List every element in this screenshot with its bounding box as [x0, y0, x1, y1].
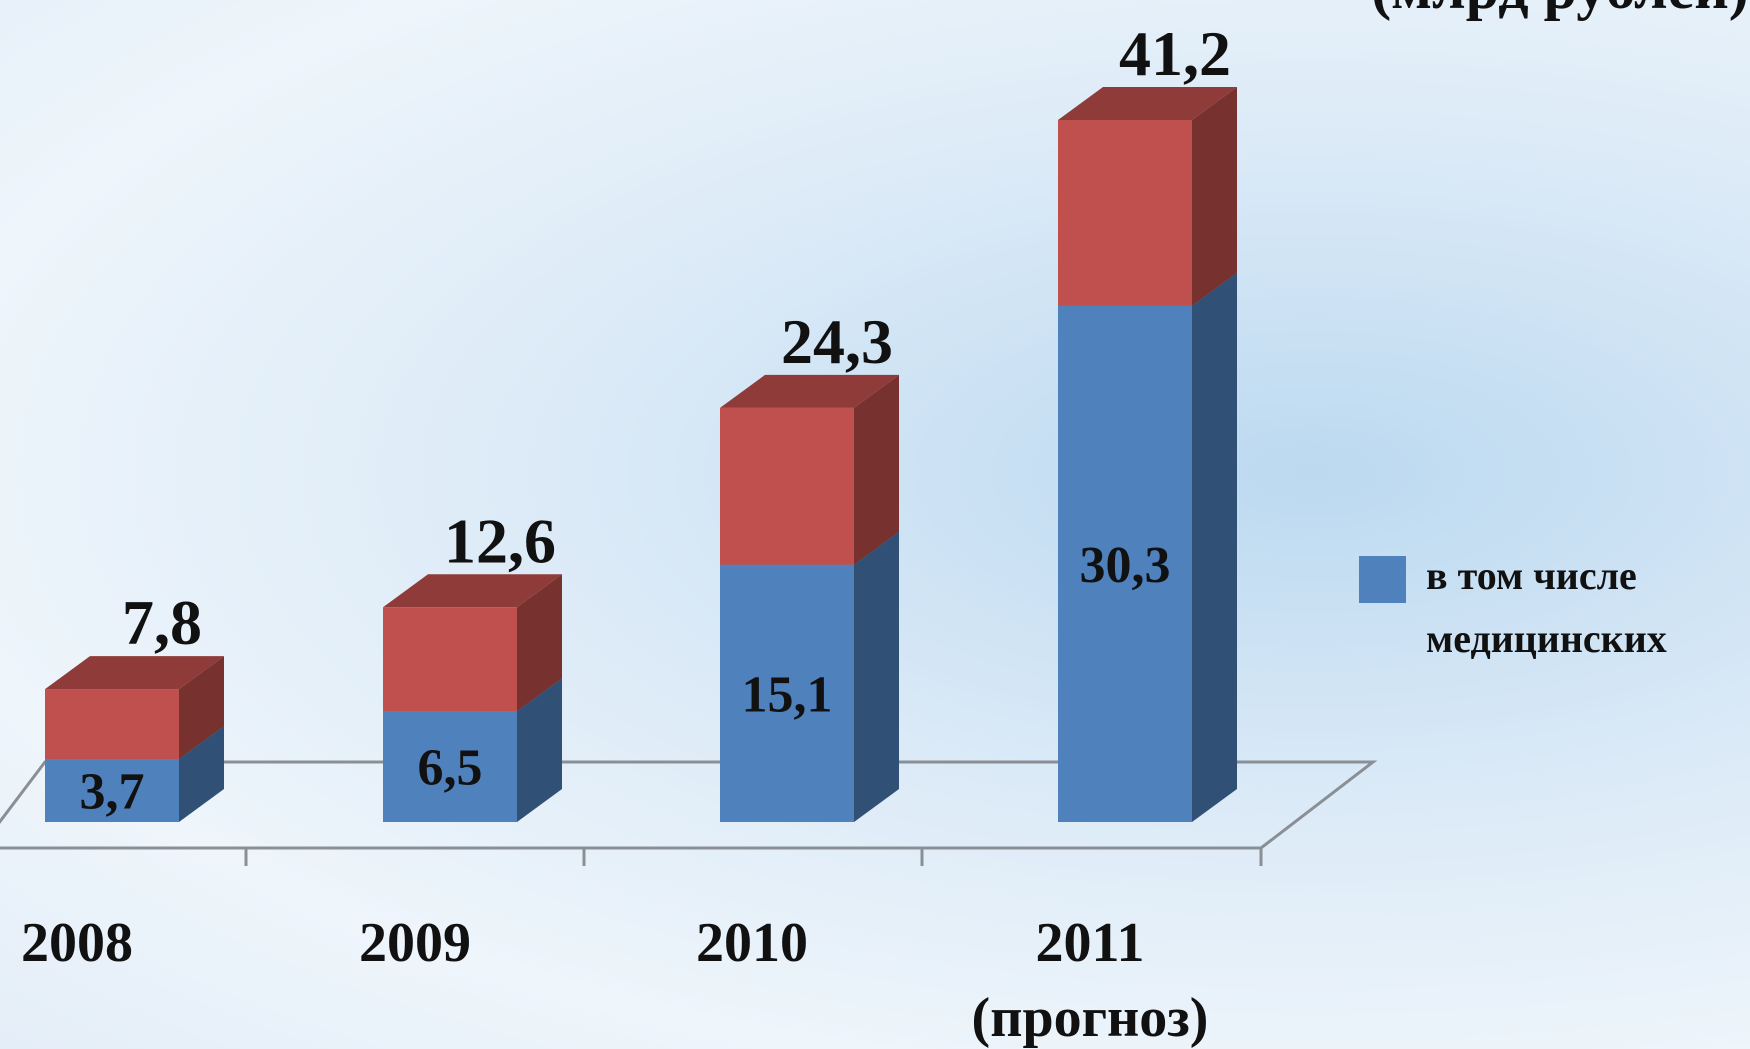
legend-label: в том числе медицинских: [1426, 553, 1667, 661]
total-label: 41,2: [1119, 18, 1231, 89]
x-tick-label: 2009: [359, 912, 471, 974]
chart-subtitle: (млрд рублей): [1371, 0, 1749, 21]
bar-segment: [1058, 86, 1237, 306]
x-tick-label: 2008: [21, 912, 133, 974]
total-label: 24,3: [781, 306, 893, 377]
data-label: 30,3: [1080, 537, 1171, 594]
data-label: 15,1: [742, 666, 833, 723]
floor: [0, 760, 1378, 850]
x-tick-label: 2011: [1036, 912, 1145, 974]
x-tick-sublabel: (прогноз): [972, 987, 1209, 1049]
bar-segment: [720, 374, 899, 565]
bar-segment: [45, 656, 224, 759]
data-label: 6,5: [418, 740, 483, 797]
total-label: 7,8: [122, 587, 202, 658]
data-label: 3,7: [80, 763, 145, 820]
x-tick-label: 2010: [696, 912, 808, 974]
bar-segment: [383, 574, 562, 712]
total-label: 12,6: [444, 505, 556, 576]
legend: в том числе медицинских: [1359, 552, 1746, 670]
legend-swatch: [1359, 556, 1406, 603]
